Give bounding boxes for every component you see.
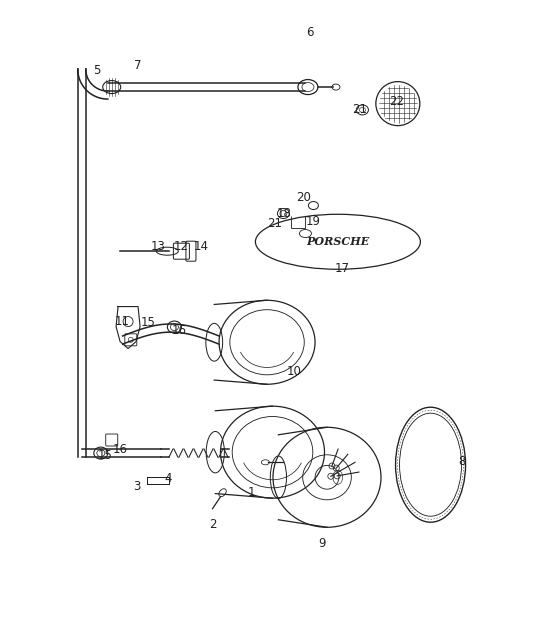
Text: 16: 16 — [171, 325, 186, 337]
Text: 22: 22 — [389, 95, 404, 108]
Text: 12: 12 — [174, 241, 189, 253]
Text: 1: 1 — [248, 487, 256, 499]
Text: 13: 13 — [150, 241, 166, 253]
Text: 16: 16 — [113, 443, 128, 456]
Text: 10: 10 — [287, 365, 302, 378]
Text: 15: 15 — [141, 316, 156, 328]
Text: 11: 11 — [114, 315, 130, 328]
Text: 7: 7 — [134, 60, 141, 72]
Text: 14: 14 — [194, 241, 209, 253]
Text: 21: 21 — [267, 217, 282, 230]
Text: 6: 6 — [306, 26, 314, 39]
Text: 8: 8 — [458, 455, 466, 468]
Text: 5: 5 — [93, 65, 101, 77]
Text: 4: 4 — [164, 472, 172, 485]
Text: 3: 3 — [134, 480, 141, 493]
Text: 17: 17 — [335, 263, 350, 275]
Text: 19: 19 — [305, 215, 320, 227]
Text: 20: 20 — [296, 192, 311, 204]
Text: 15: 15 — [98, 450, 113, 462]
Text: 21: 21 — [352, 104, 367, 116]
Text: PORSCHE: PORSCHE — [306, 236, 370, 247]
Text: 18: 18 — [277, 207, 292, 220]
Text: 2: 2 — [209, 518, 216, 531]
Text: 9: 9 — [318, 537, 325, 550]
